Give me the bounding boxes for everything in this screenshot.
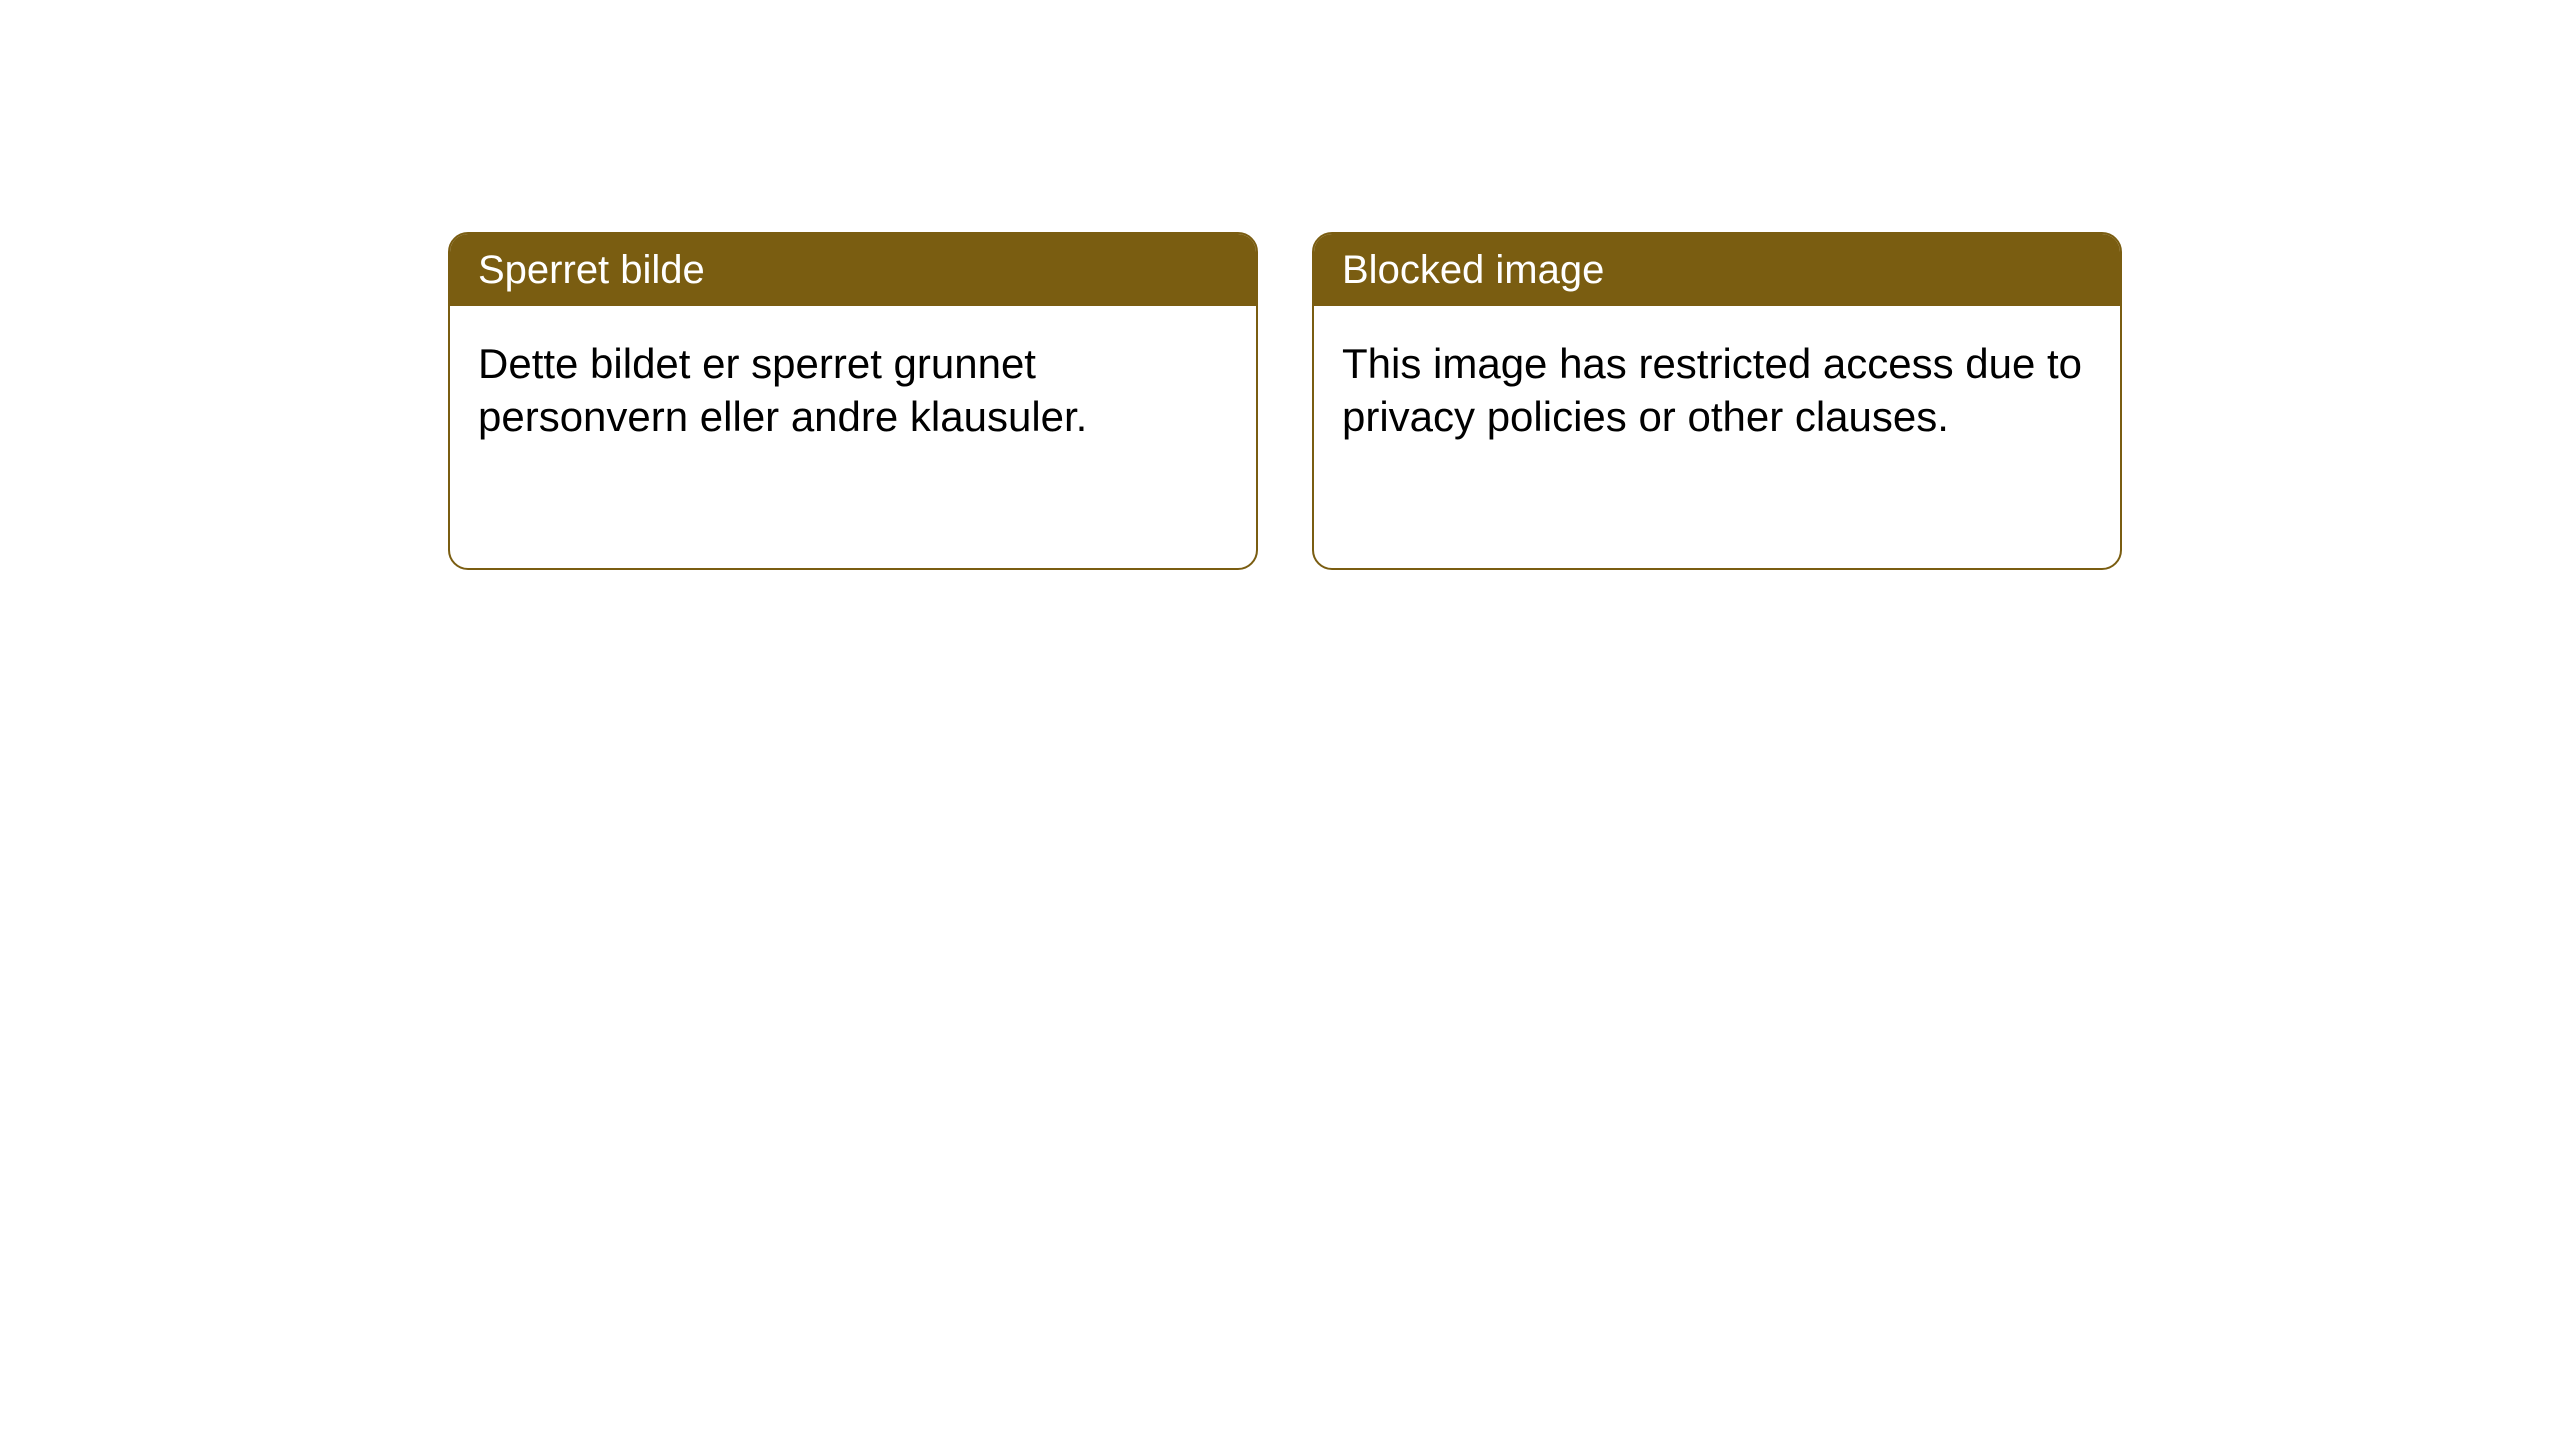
cards-container: Sperret bilde Dette bildet er sperret gr… — [0, 0, 2560, 570]
card-message: Dette bildet er sperret grunnet personve… — [478, 340, 1087, 440]
card-header: Sperret bilde — [450, 234, 1256, 306]
blocked-image-card-en: Blocked image This image has restricted … — [1312, 232, 2122, 570]
blocked-image-card-no: Sperret bilde Dette bildet er sperret gr… — [448, 232, 1258, 570]
card-body: Dette bildet er sperret grunnet personve… — [450, 306, 1256, 475]
card-title: Sperret bilde — [478, 248, 705, 292]
card-title: Blocked image — [1342, 248, 1604, 292]
card-message: This image has restricted access due to … — [1342, 340, 2082, 440]
card-body: This image has restricted access due to … — [1314, 306, 2120, 475]
card-header: Blocked image — [1314, 234, 2120, 306]
